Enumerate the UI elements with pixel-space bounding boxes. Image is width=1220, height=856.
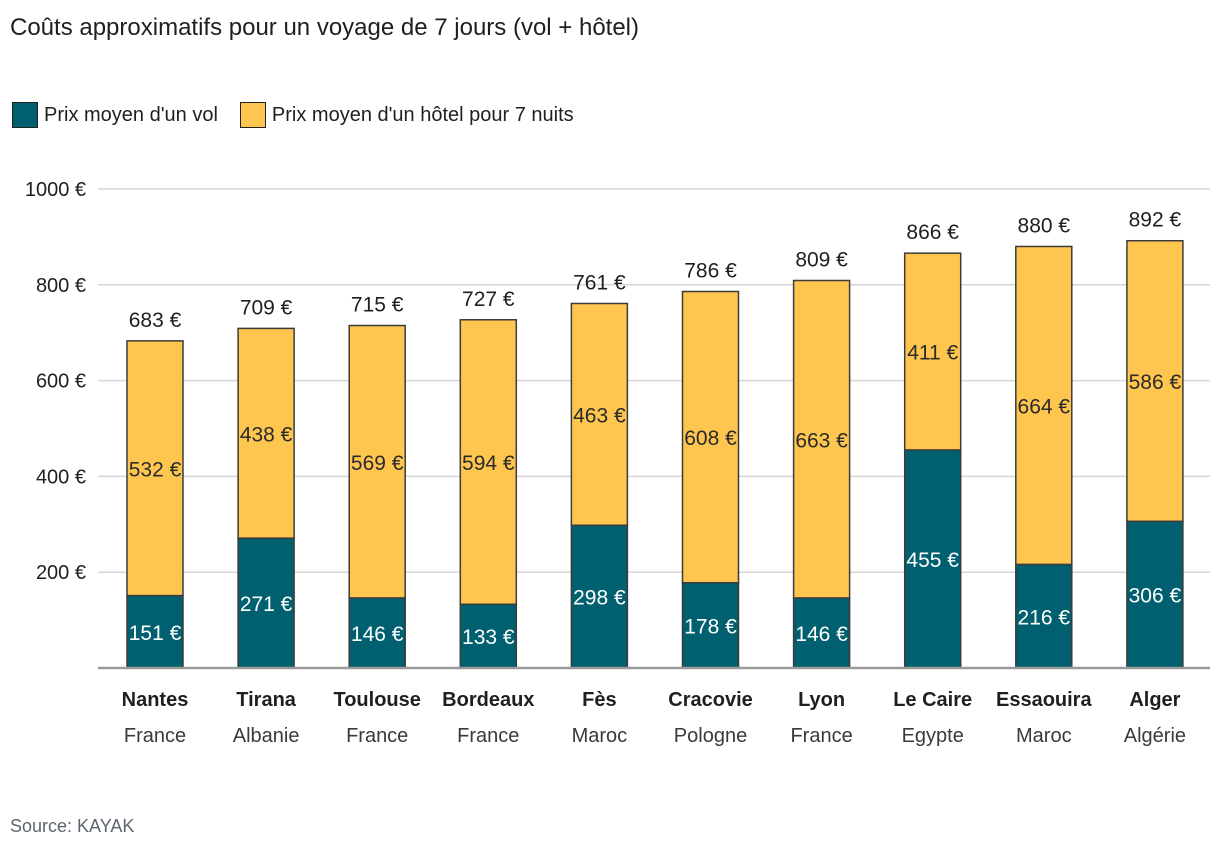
x-tick-label-country: Pologne — [674, 725, 747, 747]
x-tick-label-city: Cracovie — [668, 689, 753, 711]
y-tick-label: 400 € — [36, 466, 86, 488]
data-label-hotel: 586 € — [1129, 371, 1182, 394]
bar-segment-hotel — [237, 327, 295, 539]
bar-segment-hotel — [903, 252, 962, 451]
x-tick-label-city: Tirana — [236, 689, 297, 711]
data-label-hotel: 608 € — [684, 427, 737, 450]
data-label-flight: 298 € — [573, 587, 626, 610]
bar-segment-hotel — [459, 319, 518, 606]
x-tick-label-country: Albanie — [233, 725, 300, 747]
legend: Prix moyen d'un vol Prix moyen d'un hôte… — [12, 102, 596, 128]
data-label-hotel: 532 € — [129, 458, 182, 481]
bar-segment-flight — [1126, 520, 1184, 669]
bar-segment-hotel — [126, 340, 184, 597]
x-tick-label-country: France — [457, 725, 519, 747]
bar-segment-hotel — [681, 290, 740, 584]
data-label-hotel: 438 € — [240, 423, 293, 446]
x-tick-label-country: Egypte — [902, 725, 964, 747]
x-tick-label-country: Maroc — [572, 725, 628, 747]
x-tick-label-country: France — [790, 725, 852, 747]
total-label: 786 € — [684, 260, 737, 283]
y-tick-label: 200 € — [36, 562, 86, 584]
source-note: Source: KAYAK — [10, 816, 135, 836]
chart-title: Coûts approximatifs pour un voyage de 7 … — [10, 14, 640, 41]
data-label-hotel: 663 € — [795, 429, 848, 452]
bar-segment-flight — [459, 603, 518, 669]
total-label: 715 € — [351, 294, 404, 317]
legend-label-flight: Prix moyen d'un vol — [44, 103, 218, 126]
x-tick-label-city: Essaouira — [996, 689, 1092, 711]
legend-swatch-flight — [12, 102, 38, 128]
x-tick-label-country: France — [346, 725, 408, 747]
x-tick-label-city: Fès — [582, 689, 616, 711]
bar-segment-hotel — [1015, 245, 1073, 566]
total-label: 709 € — [240, 296, 293, 319]
data-label-hotel: 411 € — [907, 342, 958, 365]
data-label-flight: 133 € — [462, 626, 515, 649]
data-label-flight: 151 € — [129, 622, 182, 645]
data-label-flight: 146 € — [351, 623, 404, 646]
x-tick-label-city: Nantes — [122, 689, 189, 711]
x-tick-label-city: Bordeaux — [442, 689, 534, 711]
total-label: 727 € — [462, 288, 515, 311]
total-label: 880 € — [1018, 214, 1071, 237]
bar-segment-flight — [903, 449, 962, 669]
x-tick-label-country: France — [124, 725, 186, 747]
total-label: 892 € — [1129, 209, 1182, 232]
data-label-hotel: 569 € — [351, 452, 404, 475]
y-tick-label: 600 € — [36, 371, 86, 393]
data-label-hotel: 463 € — [573, 404, 626, 427]
legend-item-flight: Prix moyen d'un vol — [12, 102, 218, 128]
legend-swatch-hotel — [239, 102, 266, 128]
x-tick-label-country: Algérie — [1124, 725, 1186, 747]
data-label-flight: 306 € — [1129, 585, 1182, 608]
x-tick-label-city: Toulouse — [333, 689, 420, 711]
bar-segment-hotel — [570, 302, 629, 527]
bar-segment-hotel — [792, 279, 851, 599]
data-label-flight: 146 € — [795, 623, 848, 646]
legend-label-hotel: Prix moyen d'un hôtel pour 7 nuits — [271, 103, 574, 126]
legend-item-hotel: Prix moyen d'un hôtel pour 7 nuits — [239, 102, 574, 128]
bar-segment-hotel — [1126, 239, 1184, 523]
y-tick-label: 1000 € — [25, 179, 86, 201]
bar-segment-flight — [237, 537, 295, 669]
total-label: 683 € — [129, 309, 182, 332]
bar-segment-flight — [570, 524, 629, 669]
x-tick-label-country: Maroc — [1016, 725, 1072, 747]
data-label-flight: 178 € — [684, 615, 737, 638]
total-label: 809 € — [795, 248, 848, 271]
data-label-flight: 455 € — [906, 549, 959, 572]
x-tick-label-city: Alger — [1129, 689, 1180, 711]
data-label-hotel: 594 € — [462, 452, 515, 475]
bar-segment-flight — [126, 594, 184, 669]
bar-segment-flight — [792, 597, 851, 669]
data-label-flight: 271 € — [240, 593, 293, 616]
stacked-bar-chart: 200 € 400 € 600 € 800 € 1000 € 532 € 151 € 683 … — [25, 179, 1210, 747]
y-tick-label: 800 € — [36, 275, 86, 297]
data-label-hotel: 664 € — [1018, 396, 1071, 419]
x-tick-label-city: Lyon — [798, 689, 845, 711]
bar-segment-flight — [1015, 563, 1073, 669]
bar-segment-flight — [681, 581, 740, 669]
total-label: 761 € — [573, 271, 626, 294]
total-label: 866 € — [906, 221, 959, 244]
data-label-flight: 216 € — [1018, 606, 1071, 629]
x-tick-label-city: Le Caire — [893, 689, 972, 711]
bar-segment-hotel — [348, 324, 406, 599]
